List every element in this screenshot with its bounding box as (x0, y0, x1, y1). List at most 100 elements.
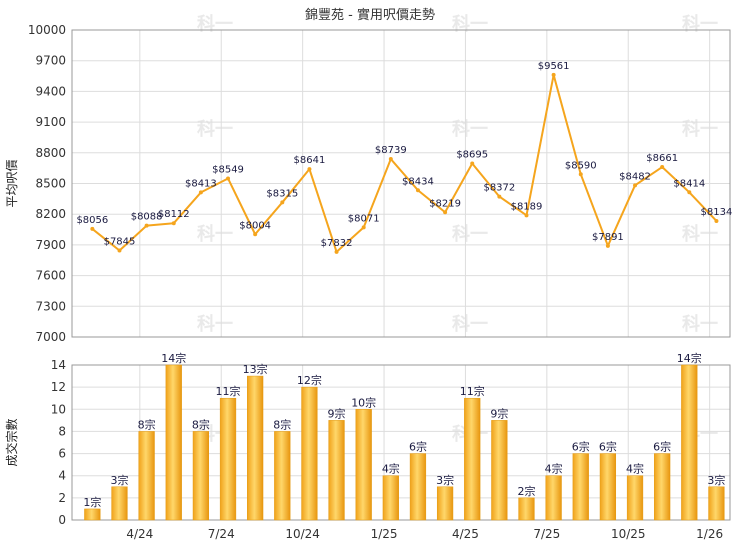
watermark-mark: 科一 (452, 223, 488, 245)
volume-data-label: 3宗 (110, 473, 128, 487)
volume-bar (572, 453, 589, 521)
x-tick-label: 1/26 (696, 527, 723, 541)
volume-data-label: 14宗 (677, 351, 702, 365)
price-data-label: $8219 (429, 198, 461, 209)
watermark-mark: 科一 (452, 118, 488, 140)
volume-y-tick-label: 8 (58, 424, 66, 438)
x-tick-label: 4/24 (126, 527, 153, 541)
volume-bar (355, 409, 372, 521)
chart-title: 錦豐苑 - 實用呎價走勢 (305, 7, 435, 23)
price-point (443, 210, 448, 215)
volume-data-label: 9宗 (490, 406, 508, 420)
price-point (253, 232, 258, 237)
price-plot-frame (71, 29, 731, 338)
volume-bar (138, 431, 155, 521)
price-data-label: $8088 (131, 212, 163, 223)
volume-data-label: 8宗 (138, 417, 156, 431)
price-data-label: $8372 (483, 183, 515, 194)
price-point (171, 221, 176, 226)
watermark-mark: 科一 (682, 313, 718, 335)
volume-data-label: 2宗 (517, 484, 535, 498)
price-y-tick-label: 8500 (35, 177, 66, 191)
price-y-axis-title: 平均呎價 (5, 159, 19, 207)
volume-data-label: 6宗 (409, 440, 427, 454)
price-point (497, 194, 502, 199)
price-point (470, 161, 475, 166)
volume-bar (382, 475, 399, 521)
price-data-label: $7891 (592, 232, 624, 243)
volume-y-tick-label: 10 (51, 402, 66, 416)
volume-bar (84, 508, 101, 521)
volume-data-label: 6宗 (572, 440, 590, 454)
price-data-label: $8071 (348, 213, 380, 224)
watermark-mark: 科一 (452, 313, 488, 335)
volume-bar (599, 453, 617, 521)
x-tick-label: 7/25 (533, 527, 560, 541)
volume-data-label: 1宗 (83, 495, 101, 509)
price-point (280, 200, 285, 205)
price-data-label: $7845 (104, 237, 136, 248)
volume-bar (626, 475, 644, 521)
volume-bar (681, 364, 698, 521)
x-tick-label: 10/25 (611, 527, 646, 541)
price-data-label: $8004 (239, 220, 271, 231)
volume-plot-frame (71, 364, 731, 521)
volume-bar (165, 364, 182, 521)
price-data-label: $8413 (185, 178, 217, 189)
price-point (687, 190, 692, 195)
price-point (307, 167, 312, 172)
price-y-tick-label: 7600 (35, 269, 66, 283)
x-tick-label: 1/25 (371, 527, 398, 541)
price-data-label: $8590 (565, 160, 597, 171)
watermark-mark: 科一 (682, 13, 718, 35)
volume-bar (518, 497, 535, 521)
price-data-label: $8661 (646, 153, 678, 164)
volume-data-label: 14宗 (161, 351, 186, 365)
volume-bar (491, 420, 508, 521)
price-point (226, 176, 231, 181)
price-y-tick-label: 9100 (35, 115, 66, 129)
price-point (633, 183, 638, 188)
price-point (551, 72, 556, 77)
volume-data-label: 9宗 (328, 406, 346, 420)
volume-bar (274, 431, 291, 521)
volume-data-label: 4宗 (545, 462, 563, 476)
volume-bar (328, 420, 345, 521)
price-data-label: $8315 (266, 188, 298, 199)
volume-data-label: 6宗 (653, 440, 671, 454)
price-data-label: $8414 (673, 178, 705, 189)
volume-data-label: 11宗 (460, 384, 485, 398)
price-data-label: $8549 (212, 164, 244, 175)
x-tick-label: 7/24 (208, 527, 235, 541)
price-y-tick-label: 7000 (35, 330, 66, 344)
price-y-tick-label: 10000 (28, 23, 66, 37)
volume-bar (654, 453, 671, 521)
volume-data-label: 12宗 (297, 373, 322, 387)
watermark-mark: 科一 (452, 13, 488, 35)
price-point (605, 243, 610, 248)
volume-bar (192, 431, 210, 521)
volume-data-label: 11宗 (216, 384, 241, 398)
volume-data-label: 4宗 (382, 462, 400, 476)
volume-bar (301, 386, 318, 521)
volume-y-tick-label: 12 (51, 380, 66, 394)
volume-y-tick-label: 4 (58, 469, 66, 483)
price-data-label: $9561 (538, 61, 570, 72)
volume-y-tick-label: 14 (51, 358, 66, 372)
price-series-line (91, 73, 718, 253)
price-point (660, 165, 665, 170)
volume-data-label: 8宗 (273, 417, 291, 431)
watermark-layer: 科一科一科一科一科一科一科一科一科一科一科一科一科一科一科一 (197, 13, 718, 445)
price-data-label: $8641 (294, 155, 326, 166)
price-point (117, 248, 122, 253)
price-y-tick-label: 7900 (35, 238, 66, 252)
price-point (415, 188, 420, 193)
price-data-label: $8189 (511, 201, 543, 212)
volume-y-axis-title: 成交宗數 (4, 418, 19, 466)
watermark-mark: 科一 (682, 118, 718, 140)
price-point (198, 190, 203, 195)
price-y-tick-label: 9400 (35, 84, 66, 98)
price-data-label: $7832 (321, 238, 353, 249)
price-data-label: $8134 (701, 207, 733, 218)
